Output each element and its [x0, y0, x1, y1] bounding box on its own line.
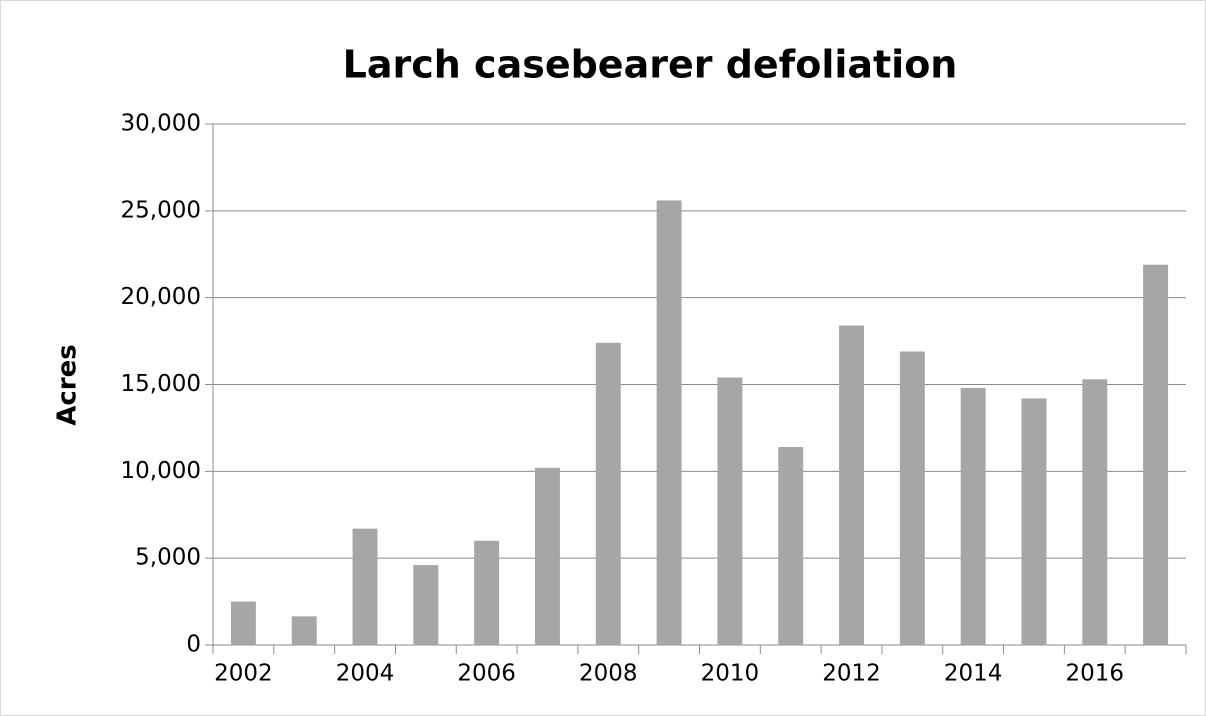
- bar: [1082, 379, 1108, 645]
- bar: [899, 351, 925, 645]
- y-axis-label: Acres: [53, 344, 83, 425]
- bar: [474, 540, 500, 645]
- x-tick-label: 2010: [701, 661, 760, 687]
- bar: [1021, 398, 1047, 645]
- bar: [1143, 264, 1169, 645]
- bar: [413, 565, 439, 645]
- x-tick-label: 2008: [579, 661, 638, 687]
- y-tick-label: 10,000: [121, 458, 201, 484]
- bar: [839, 325, 864, 645]
- y-tick-label: 30,000: [121, 111, 201, 137]
- bar: [656, 200, 682, 645]
- bar: [717, 377, 743, 645]
- x-tick-label: 2014: [944, 661, 1003, 687]
- y-tick-label: 20,000: [121, 284, 201, 310]
- bar: [230, 601, 256, 645]
- x-tick-label: 2012: [822, 661, 881, 687]
- y-tick-label: 5,000: [135, 545, 201, 571]
- x-tick-label: 2002: [214, 661, 273, 687]
- y-tick-label: 25,000: [121, 197, 201, 223]
- x-tick-label: 2006: [457, 661, 516, 687]
- y-tick-label: 0: [186, 632, 201, 658]
- bar: [960, 387, 986, 645]
- bar: [535, 467, 560, 645]
- bar: [778, 447, 804, 645]
- bar: [291, 616, 317, 645]
- y-tick-label: 15,000: [121, 371, 201, 397]
- x-tick-label: 2004: [336, 661, 395, 687]
- bar: [595, 342, 621, 645]
- chart-title: Larch casebearer defoliation: [343, 43, 958, 87]
- bar: [352, 528, 378, 645]
- x-tick-label: 2016: [1066, 661, 1125, 687]
